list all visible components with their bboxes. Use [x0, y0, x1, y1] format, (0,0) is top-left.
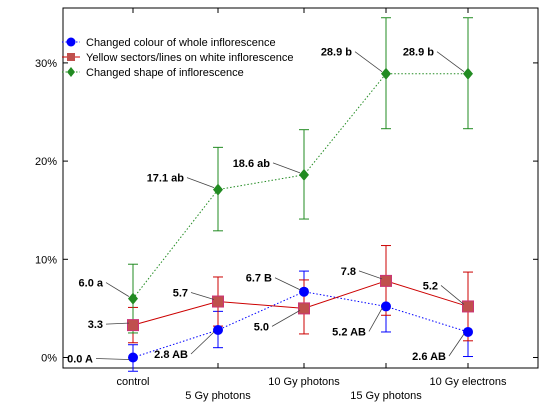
data-point [127, 319, 139, 332]
data-label: 2.8 AB [154, 349, 188, 361]
data-point [298, 302, 310, 315]
x-tick-label: 10 Gy photons [268, 376, 340, 388]
data-label: 7.8 [341, 266, 356, 278]
series-layer [127, 17, 474, 372]
leader-line [190, 331, 215, 355]
data-label: 28.9 b [403, 47, 434, 59]
leader-line [440, 285, 465, 305]
data-point [299, 168, 309, 181]
data-label: 5.2 [423, 280, 438, 292]
data-point [299, 286, 309, 297]
axes: 0% 10% 20% 30% control 5 Gy photons 10 Gy phot… [35, 8, 538, 402]
legend-marker [67, 67, 75, 77]
data-point [213, 183, 223, 196]
x-tick-label: 15 Gy photons [350, 390, 422, 402]
leader-line [448, 333, 465, 357]
leader-line [190, 292, 215, 300]
legend: Changed colour of whole inflorescence Yel… [62, 37, 293, 79]
leader-line [354, 51, 383, 73]
series-markers-1 [127, 274, 474, 332]
data-label: 5.7 [173, 288, 188, 300]
data-label: 17.1 ab [147, 173, 185, 185]
data-point [463, 67, 473, 80]
leader-line [436, 51, 465, 73]
data-label: 28.9 b [321, 47, 352, 59]
data-point [128, 352, 138, 363]
y-tick-label: 10% [35, 254, 57, 266]
legend-label: Changed colour of whole inflorescence [86, 37, 276, 49]
leader-line [272, 162, 301, 174]
leader-line [274, 277, 301, 291]
leader-line [368, 308, 383, 332]
legend-marker [66, 37, 76, 47]
plot-frame [62, 7, 539, 369]
data-point [213, 325, 223, 336]
data-point [462, 300, 474, 313]
x-tick-label: 5 Gy photons [185, 390, 251, 402]
data-label: 0.0 A [67, 354, 93, 366]
legend-label: Yellow sectors/lines on white infloresce… [86, 52, 293, 64]
data-point [212, 295, 224, 308]
leader-line [105, 282, 130, 297]
data-labels: 0.0 A 2.8 AB 6.7 B 5.2 AB 2.6 AB 3.3 5.7 5.0 7.8… [67, 47, 465, 366]
data-label: 6.0 a [79, 278, 104, 290]
data-label: 5.0 [254, 321, 269, 333]
x-tick-label: control [116, 376, 149, 388]
legend-marker [67, 53, 75, 61]
leader-line [186, 177, 215, 188]
legend-label: Changed shape of inflorescence [86, 67, 244, 79]
series-markers-2 [128, 67, 473, 305]
series-markers-0 [128, 286, 473, 363]
data-label: 6.7 B [246, 273, 272, 285]
data-label: 3.3 [88, 319, 103, 331]
x-tick-label: 10 Gy electrons [429, 376, 507, 388]
series-line [132, 291, 469, 358]
data-label: 18.6 ab [233, 158, 271, 170]
series-line [132, 73, 468, 299]
y-tick-label: 30% [35, 58, 57, 70]
leader-line [358, 270, 383, 280]
data-point [381, 67, 391, 80]
data-point [381, 301, 391, 312]
data-point [380, 274, 392, 287]
y-tick-label: 0% [41, 353, 57, 365]
leader-line [271, 310, 301, 327]
data-label: 5.2 AB [332, 326, 366, 338]
y-tick-label: 20% [35, 156, 57, 168]
data-point [128, 292, 138, 305]
data-label: 2.6 AB [412, 351, 446, 363]
leader-line [105, 322, 130, 325]
leader-line [95, 358, 130, 360]
data-point [463, 326, 473, 337]
